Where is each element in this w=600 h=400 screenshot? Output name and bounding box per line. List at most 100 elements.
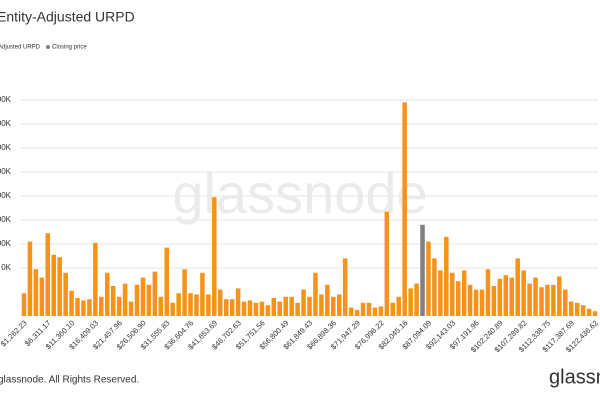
bar [110, 286, 116, 316]
bar [319, 294, 324, 316]
bar [574, 302, 580, 316]
bar [497, 278, 503, 316]
logo: glassn [549, 366, 600, 388]
bar [33, 269, 39, 316]
bar [87, 299, 92, 316]
bar [426, 241, 431, 316]
bar [539, 287, 544, 316]
bar [200, 272, 205, 316]
bar [455, 281, 461, 316]
bar [491, 286, 497, 316]
bar [473, 289, 479, 316]
y-tick-label: 00K [0, 119, 12, 128]
bar [372, 307, 378, 316]
bar [354, 310, 360, 316]
bar [325, 284, 330, 316]
bar [75, 298, 80, 316]
bar [218, 289, 223, 316]
bar [485, 269, 491, 316]
y-tick-label: 00K [0, 143, 12, 152]
bar [444, 236, 449, 316]
bar [122, 283, 128, 316]
bar [551, 284, 556, 316]
bar [414, 283, 419, 316]
bar [253, 302, 259, 316]
bar [586, 308, 592, 316]
bar [360, 302, 366, 316]
bar [99, 296, 104, 316]
bar [313, 272, 318, 316]
bar [128, 301, 134, 316]
bar [134, 284, 140, 316]
bar [152, 271, 158, 316]
bar [563, 289, 568, 316]
bar [259, 301, 265, 316]
bar [194, 294, 199, 316]
bar [515, 258, 520, 316]
y-tick-label: 00K [0, 239, 12, 248]
bar [206, 294, 211, 316]
bar [277, 301, 283, 316]
bar [348, 307, 354, 316]
bar [479, 289, 485, 316]
y-tick-label: 00K [0, 215, 12, 224]
watermark: glassnode [172, 162, 427, 225]
bar [265, 305, 271, 316]
bar [580, 305, 586, 316]
bar [408, 288, 413, 316]
bar [247, 300, 253, 316]
y-tick-label: 00K [0, 167, 12, 176]
bar [158, 296, 164, 316]
legend-swatch [46, 45, 50, 49]
bar [390, 302, 396, 316]
bar [39, 277, 45, 316]
bar [116, 296, 122, 316]
bar [461, 270, 467, 316]
bar [307, 296, 312, 316]
bar [229, 299, 235, 316]
bar [366, 302, 372, 316]
bar [81, 300, 86, 316]
bar [182, 269, 187, 316]
bar [568, 301, 574, 316]
bar [188, 293, 193, 316]
bar [63, 272, 68, 316]
bar [223, 299, 229, 316]
bar [402, 102, 407, 317]
bar [432, 258, 437, 316]
bar [289, 296, 294, 316]
bar [45, 233, 51, 316]
bar [450, 272, 455, 316]
bar [384, 211, 390, 316]
bar [93, 242, 98, 316]
legend-label: Closing price [52, 45, 87, 51]
bar [420, 224, 425, 316]
bar [271, 298, 277, 316]
bar [295, 302, 300, 316]
chart-title: Entity-Adjusted URPD [0, 9, 135, 25]
bar [503, 275, 509, 316]
bar [170, 302, 175, 316]
bar [336, 294, 342, 316]
bar [146, 284, 152, 316]
bar [69, 290, 74, 316]
bar [176, 293, 181, 316]
bar [545, 284, 550, 316]
bar [140, 277, 146, 316]
bar [51, 254, 56, 316]
footer: glassnode. All Rights Reserved. [0, 375, 139, 386]
legend-label: Adjusted URPD [0, 45, 41, 51]
bar [521, 270, 526, 316]
bar [164, 247, 169, 316]
bar [592, 311, 598, 316]
bar [27, 241, 33, 316]
bar [57, 257, 62, 316]
bar [467, 284, 473, 316]
bar [527, 283, 532, 316]
bar [235, 288, 241, 316]
bar [509, 277, 515, 316]
bar [212, 197, 217, 316]
bar [104, 272, 110, 316]
y-tick-label: 00K [0, 191, 12, 200]
